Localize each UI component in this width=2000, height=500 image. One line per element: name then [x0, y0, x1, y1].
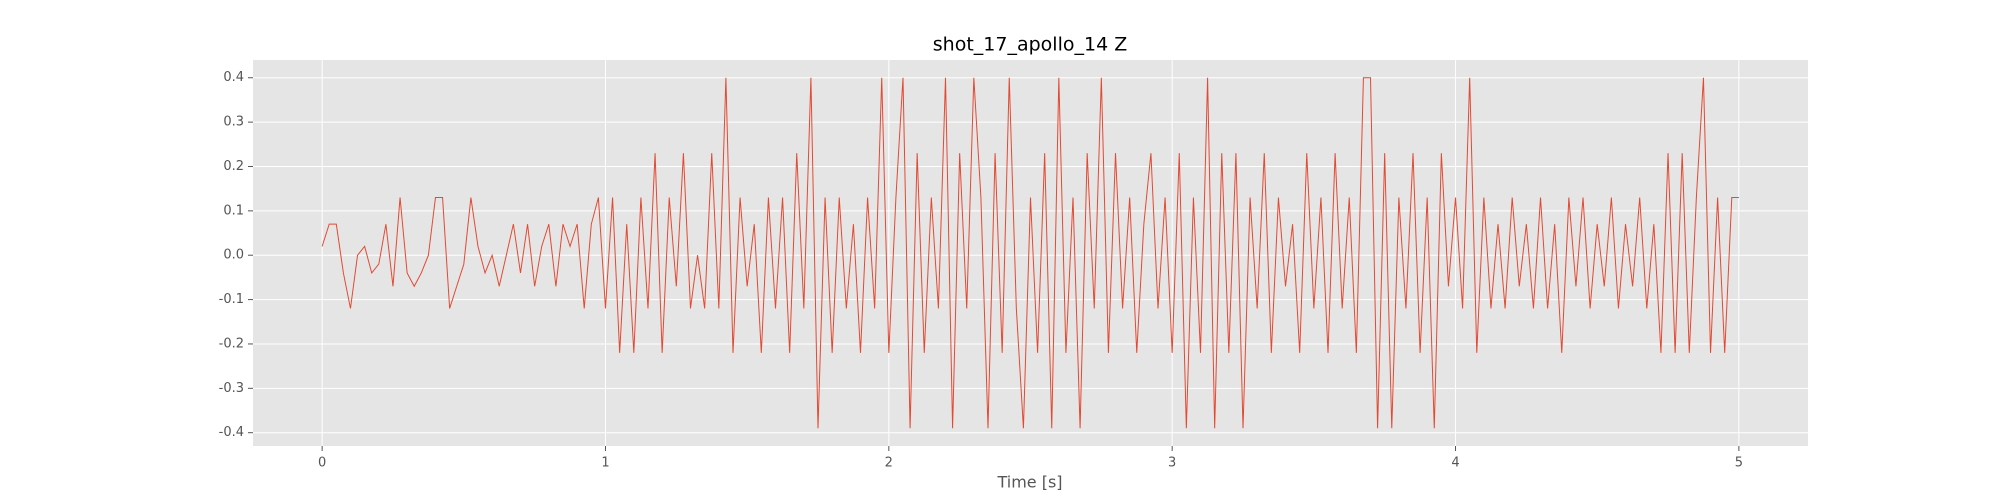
x-tick-label: 2: [885, 456, 893, 471]
plot-area: [253, 60, 1808, 446]
y-tick-label: 0.2: [223, 159, 244, 174]
y-tick-label: -0.2: [219, 336, 244, 351]
x-tick-label: 4: [1451, 456, 1459, 471]
y-tick-label: -0.1: [219, 292, 244, 307]
x-tick-label: 0: [318, 456, 326, 471]
x-tick-label: 5: [1735, 456, 1743, 471]
y-tick-label: 0.0: [223, 248, 244, 263]
y-tick-label: -0.4: [219, 425, 244, 440]
y-tick-label: 0.4: [223, 70, 244, 85]
x-tick-label: 1: [601, 456, 609, 471]
y-tick-label: -0.3: [219, 381, 244, 396]
series-line: [321, 77, 1739, 429]
y-tick-label: 0.3: [223, 115, 244, 130]
x-axis-label: Time [s]: [996, 473, 1062, 492]
y-tick-label: 0.1: [223, 203, 244, 218]
x-tick-label: 3: [1168, 456, 1176, 471]
chart-title: shot_17_apollo_14 Z: [933, 34, 1127, 56]
